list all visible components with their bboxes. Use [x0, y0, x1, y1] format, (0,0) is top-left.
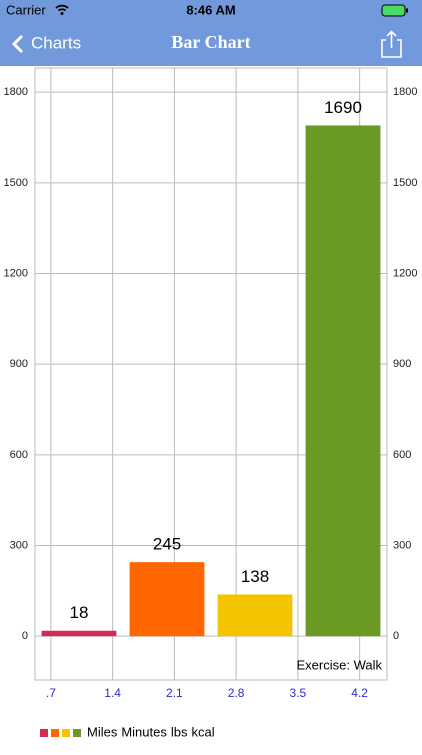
y-tick-label: 1800: [4, 86, 28, 98]
nav-title: Bar Chart: [171, 32, 250, 52]
y2-tick-label: 1500: [393, 177, 417, 189]
y-tick-label: 1500: [4, 177, 28, 189]
back-chevron[interactable]: [11, 34, 24, 54]
value-label: 138: [241, 567, 269, 586]
x-tick-label: 3.5: [290, 686, 307, 700]
y-tick-label: 0: [22, 630, 28, 642]
x-tick-label: 2.8: [228, 686, 245, 700]
x-tick-label: 4.2: [351, 686, 368, 700]
y2-tick-label: 900: [393, 358, 411, 370]
wifi-icon: [55, 4, 69, 12]
y2-tick-label: 600: [393, 449, 411, 461]
y2-tick-label: 1800: [393, 86, 417, 98]
value-label: 18: [70, 603, 89, 622]
value-label: 1690: [324, 98, 362, 117]
back-button[interactable]: Charts: [31, 33, 81, 52]
y-tick-label: 900: [10, 358, 28, 370]
legend-label: Miles: [87, 724, 118, 739]
legend-label: lbs: [171, 724, 188, 739]
share-arrow[interactable]: [386, 30, 397, 49]
x-tick-label: 2.1: [166, 686, 183, 700]
legend-label: Minutes: [121, 724, 167, 739]
nav-background: [0, 0, 422, 66]
y-tick-label: 300: [10, 539, 28, 551]
y2-tick-label: 300: [393, 539, 411, 551]
bar: [41, 630, 117, 637]
share-button[interactable]: [381, 30, 402, 58]
carrier: Carrier: [6, 2, 46, 17]
legend-swatch: [40, 729, 48, 737]
plot-frame: [34, 67, 388, 681]
y2-tick-label: 1200: [393, 267, 417, 279]
time: 8:46 AM: [186, 2, 235, 17]
y2-tick-label: 0: [393, 630, 399, 642]
x-tick-label: 1.4: [104, 686, 121, 700]
x-tick-label: .7: [46, 686, 56, 700]
battery: [381, 4, 406, 17]
y-tick-label: 600: [10, 449, 28, 461]
share-box[interactable]: [381, 39, 402, 58]
annotation: Exercise: Walk: [297, 657, 383, 672]
value-label: 245: [153, 535, 181, 554]
bar: [305, 125, 381, 637]
legend-swatch: [62, 729, 70, 737]
wifi-dot: [60, 12, 64, 15]
bar: [129, 562, 205, 637]
y-tick-label: 1200: [4, 267, 28, 279]
legend-label: kcal: [192, 724, 215, 739]
battery-tip: [406, 8, 408, 13]
legend-swatch: [51, 729, 59, 737]
legend-swatch: [73, 729, 81, 737]
bar: [217, 594, 293, 637]
